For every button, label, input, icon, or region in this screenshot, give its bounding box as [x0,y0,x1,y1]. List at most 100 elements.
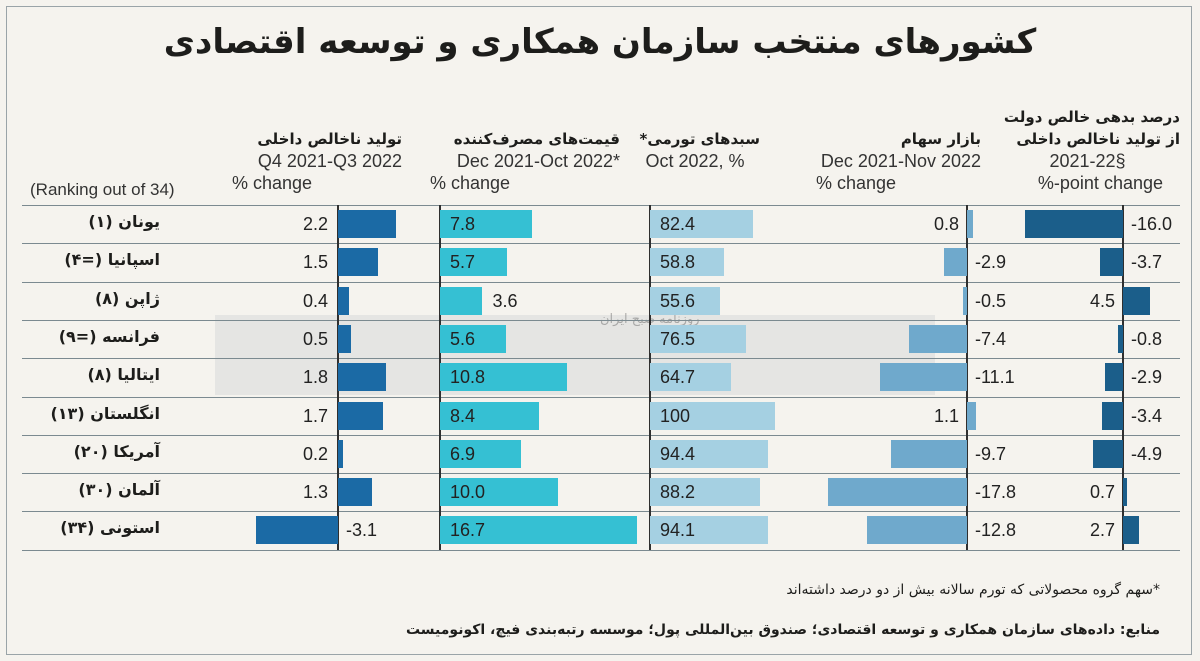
stock-bar [828,478,967,507]
column-header-prices-period: Dec 2021-Oct 2022* [456,151,620,171]
row-separator [22,434,1180,436]
gdp-value-label: 0.2 [302,443,328,464]
stock-value-label: -7.4 [975,328,1007,349]
prices-value-label: 16.7 [450,520,486,541]
row-separator [22,205,1180,206]
prices-bar [440,401,540,430]
country-label: اسپانیا (=۴) [64,250,160,270]
country-label: ژاپن (۸) [94,288,160,308]
gdp-value-label: 1.3 [302,482,328,503]
column-header-stock-period: Dec 2021-Nov 2022 [820,151,981,171]
prices-value-label: 5.7 [450,252,476,273]
prices-bar [440,210,533,238]
chart-frame [6,6,1192,655]
inflation-value-label: 88.2 [660,482,696,503]
budget-bar [1100,248,1123,277]
country-label: انگلستان (۱۳) [50,403,160,423]
prices-value-label: 6.9 [450,443,476,464]
budget-value-label: -16.0 [1131,214,1173,234]
stock-bar [867,516,967,545]
stock-bar [967,401,976,430]
prices-value-label: 10.8 [450,367,486,388]
country-label: آلمان (۳۰) [78,480,160,500]
prices-bar [440,478,558,507]
stock-value-label: -2.9 [975,252,1007,273]
inflation-value-label: 94.1 [660,520,696,541]
row-separator [22,243,1180,245]
inflation-value-label: 55.6 [660,290,696,311]
prices-bar [440,363,568,392]
budget-bar [1093,439,1123,468]
column-header-stock-unit: % change [816,173,897,193]
country-label: آمریکا (۲۰) [73,441,160,461]
gdp-value-label: 1.7 [302,405,328,426]
inflation-bar [650,478,761,507]
inflation-value-label: 82.4 [660,214,696,234]
gdp-bar [338,478,373,507]
prices-bar [440,286,483,315]
column-header-prices-title: قیمت‌های مصرف‌کننده [453,130,620,148]
country-label: ایتالیا (۸) [87,365,160,385]
column-header-inflation-title: سبدهای تورمی* [639,130,760,148]
row-separator [22,358,1180,360]
gdp-bar [338,324,352,353]
column-header-gdp: تولید ناخالص داخلی Q4 2021-Q3 2022 % cha… [232,128,402,194]
gdp-bar [338,286,349,315]
column-header-gdp-unit: % change [232,173,313,193]
stock-bar [880,363,967,392]
column-header-stock: بازار سهام Dec 2021-Nov 2022 % change [816,128,981,194]
row-separator [22,319,1180,321]
inflation-bar [650,401,775,430]
budget-value-label: -0.8 [1131,328,1163,349]
gdp-bar [338,248,378,277]
budget-value-label: 4.5 [1089,290,1115,311]
stock-value-label: -11.1 [975,367,1015,388]
stock-value-label: -9.7 [975,443,1007,464]
inflation-bar [650,210,753,238]
stock-bar [944,248,967,277]
source-note: منابع: داده‌های سازمان همکاری و توسعه اق… [405,622,1160,638]
column-header-gdp-title: تولید ناخالص داخلی [257,130,402,148]
country-label: فرانسه (=۹) [58,326,160,346]
budget-bar [1105,363,1123,392]
budget-bar [1123,478,1128,507]
inflation-value-label: 64.7 [660,367,696,388]
gdp-bar [338,210,397,238]
stock-value-label: 1.1 [933,405,959,426]
budget-value-label: -3.7 [1131,252,1163,273]
budget-value-label: -3.4 [1131,405,1163,426]
watermark-band [215,315,935,395]
prices-bar [440,248,508,277]
row-separator [22,396,1180,398]
inflation-bar [650,363,731,392]
gdp-bar [255,516,338,545]
column-header-stock-title: بازار سهام [900,130,981,148]
column-header-inflation-unit: Oct 2022, % [645,151,745,171]
column-header-budget: درصد بدهی خالص دولت از تولید ناخالص داخل… [990,106,1185,194]
column-header-budget-title: درصد بدهی خالص دولت از تولید ناخالص داخل… [1003,108,1180,148]
budget-bar [1123,286,1151,315]
column-header-prices: قیمت‌های مصرف‌کننده Dec 2021-Oct 2022* %… [430,128,620,194]
stock-value-label: -17.8 [975,482,1017,503]
stock-axis-line [966,205,968,550]
column-header-inflation: سبدهای تورمی* Oct 2022, % [630,128,760,172]
inflation-value-label: 58.8 [660,252,696,273]
budget-value-label: -2.9 [1131,367,1163,388]
row-separator [22,549,1180,551]
gdp-value-label: -3.1 [346,520,378,541]
prices-value-label: 7.8 [450,214,476,234]
prices-value-label: 8.4 [450,405,476,426]
footnote: *سهم گروه محصولاتی که تورم سالانه بیش از… [786,582,1160,598]
row-separator [22,281,1180,283]
column-header-gdp-period: Q4 2021-Q3 2022 [257,151,402,171]
inflation-bar [650,516,768,545]
gdp-value-label: 1.8 [302,367,328,388]
budget-value-label: 2.7 [1089,520,1115,541]
inflation-bar [650,248,724,277]
country-label: استونی (۳۴) [60,518,160,538]
inflation-bar [650,439,768,468]
prices-bar [440,439,522,468]
prices-bar [440,516,638,545]
inflation-value-label: 94.4 [660,443,696,464]
row-separator [22,473,1180,475]
